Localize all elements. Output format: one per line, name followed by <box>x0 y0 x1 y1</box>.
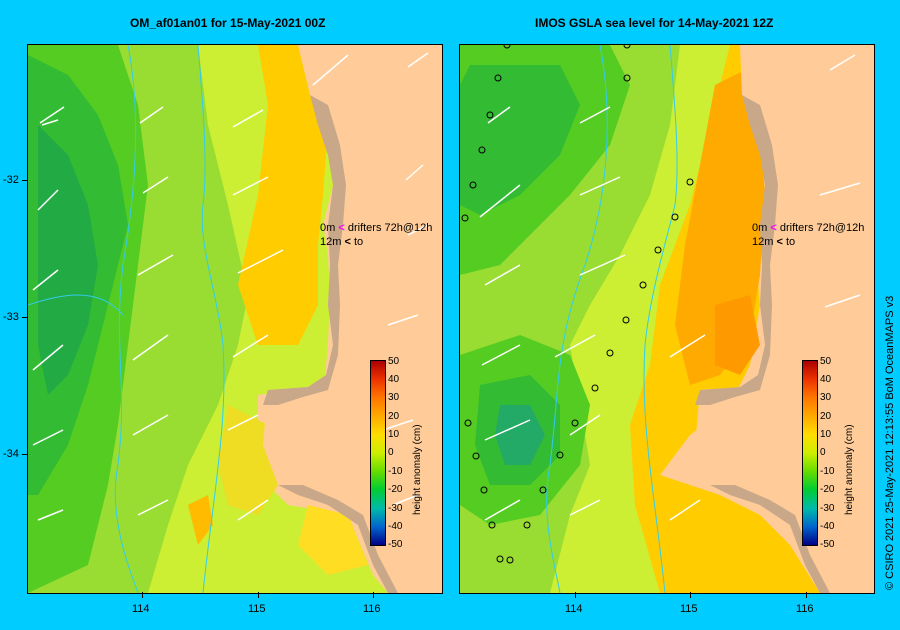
right-xtick-116 <box>806 592 807 598</box>
right-cb-tick-m20: -20 <box>820 484 835 495</box>
right-colorbar <box>802 360 818 546</box>
right-cb-tick-m10: -10 <box>820 466 835 477</box>
right-cb-tick-40: 40 <box>820 374 832 385</box>
right-colorbar-title: height anomaly (cm) <box>844 424 855 515</box>
right-legend-depth-1: 0m <box>752 222 768 234</box>
magenta-arrow-icon: < <box>338 222 345 234</box>
left-xtick-label-114: 114 <box>132 603 150 615</box>
right-cb-tick-0: 0 <box>820 447 826 458</box>
left-cb-tick-0: 0 <box>388 447 394 458</box>
left-xtick-115 <box>258 592 259 598</box>
right-legend-label-1: drifters 72h@12h <box>779 222 865 234</box>
right-legend-depth-2: 12m <box>752 236 774 248</box>
right-legend-row-2: 12m < to <box>752 236 795 248</box>
black-arrow-icon: < <box>776 236 783 248</box>
left-cb-tick-m50: -50 <box>388 539 403 550</box>
magenta-arrow-icon: < <box>770 222 777 234</box>
ytick-label-32: -32 <box>3 174 19 186</box>
right-cb-tick-m30: -30 <box>820 503 835 514</box>
right-xtick-115 <box>690 592 691 598</box>
left-xtick-label-116: 116 <box>363 603 381 615</box>
left-colorbar <box>370 360 386 546</box>
right-xtick-label-114: 114 <box>565 603 583 615</box>
ytick-label-33: -33 <box>3 311 19 323</box>
left-xtick-114 <box>142 592 143 598</box>
left-legend-label-2: to <box>353 236 364 248</box>
left-cb-tick-m40: -40 <box>388 521 403 532</box>
right-cb-tick-m40: -40 <box>820 521 835 532</box>
left-legend-depth-2: 12m <box>320 236 342 248</box>
left-cb-tick-30: 30 <box>388 392 400 403</box>
left-cb-tick-50: 50 <box>388 356 400 367</box>
ytick-label-34: -34 <box>3 448 19 460</box>
left-panel-title: OM_af01an01 for 15-May-2021 00Z <box>130 16 326 30</box>
left-map-field <box>28 45 442 593</box>
right-cb-tick-30: 30 <box>820 392 832 403</box>
right-legend-label-2: to <box>785 236 796 248</box>
right-cb-tick-m50: -50 <box>820 539 835 550</box>
left-colorbar-title: height anomaly (cm) <box>412 424 423 515</box>
left-map[interactable] <box>27 44 443 594</box>
right-xtick-label-116: 116 <box>796 603 814 615</box>
credit-text: © CSIRO 2021 25-May-2021 12:13:55 BoM Oc… <box>884 295 896 590</box>
right-cb-tick-50: 50 <box>820 356 832 367</box>
right-legend-row-1: 0m < drifters 72h@12h <box>752 222 864 234</box>
right-cb-tick-10: 10 <box>820 429 832 440</box>
right-cb-tick-20: 20 <box>820 411 832 422</box>
right-xtick-114 <box>575 592 576 598</box>
left-cb-tick-m30: -30 <box>388 503 403 514</box>
left-legend-row-1: 0m < drifters 72h@12h <box>320 222 432 234</box>
left-ytick-33 <box>22 317 28 318</box>
left-legend-row-2: 12m < to <box>320 236 363 248</box>
right-panel-title: IMOS GSLA sea level for 14-May-2021 12Z <box>535 16 774 30</box>
black-arrow-icon: < <box>344 236 351 248</box>
left-xtick-116 <box>373 592 374 598</box>
left-cb-tick-m10: -10 <box>388 466 403 477</box>
left-legend-depth-1: 0m <box>320 222 336 234</box>
left-ytick-32 <box>22 180 28 181</box>
right-map-field <box>460 45 874 593</box>
right-map[interactable] <box>459 44 875 594</box>
left-cb-tick-m20: -20 <box>388 484 403 495</box>
left-ytick-34 <box>22 454 28 455</box>
left-cb-tick-10: 10 <box>388 429 400 440</box>
left-legend-label-1: drifters 72h@12h <box>347 222 433 234</box>
left-xtick-label-115: 115 <box>248 603 266 615</box>
right-xtick-label-115: 115 <box>680 603 698 615</box>
left-cb-tick-40: 40 <box>388 374 400 385</box>
left-cb-tick-20: 20 <box>388 411 400 422</box>
